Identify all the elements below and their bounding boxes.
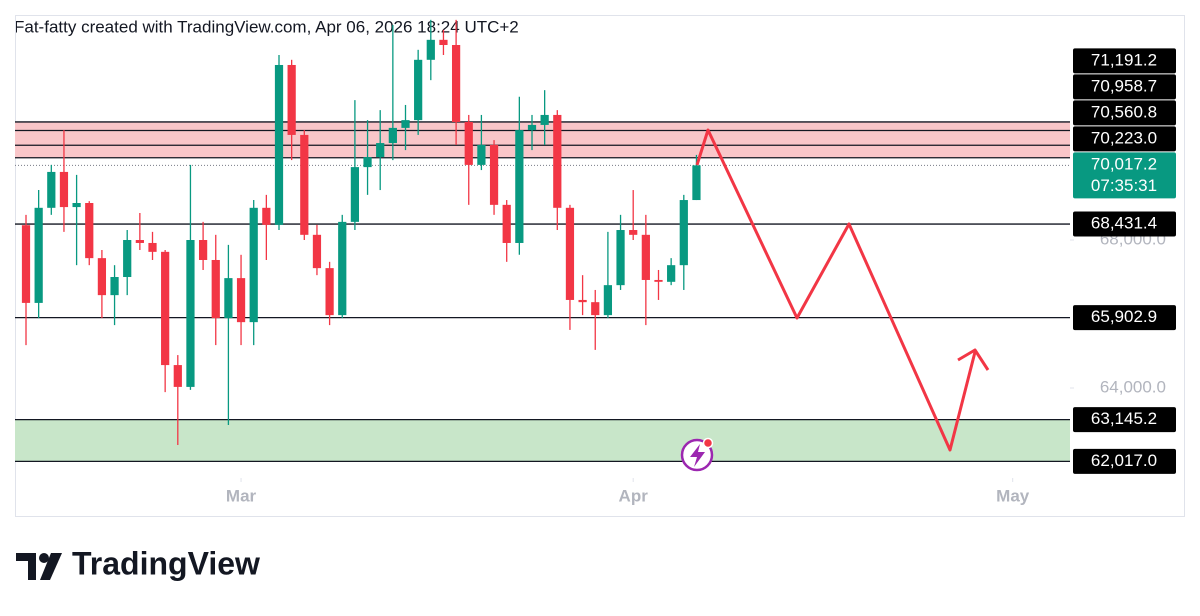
candle-body xyxy=(72,203,81,208)
candle-body xyxy=(274,64,284,225)
candle-body xyxy=(414,59,423,121)
candle-body xyxy=(312,234,322,269)
zone xyxy=(15,419,1070,462)
zone xyxy=(15,121,1070,158)
candle-body xyxy=(565,207,575,300)
candle-body xyxy=(489,144,499,205)
candle-body xyxy=(540,114,549,125)
x-tick-label: Mar xyxy=(226,486,257,505)
level-tag xyxy=(1073,448,1176,474)
candle-body xyxy=(692,165,701,201)
logo-text: TradingView xyxy=(72,545,260,581)
candle-body xyxy=(300,134,309,235)
candle-body xyxy=(401,120,410,128)
candle-body xyxy=(173,365,182,387)
price-tag-label: 65,902.9 xyxy=(1091,307,1157,326)
level-tag xyxy=(1073,48,1176,74)
price-tag-label: 62,017.0 xyxy=(1091,451,1157,470)
price-tag-label: 70,017.2 xyxy=(1091,154,1157,173)
level-tag xyxy=(1073,211,1176,237)
candle-body xyxy=(667,265,676,282)
candle-body xyxy=(21,225,31,303)
chart-frame xyxy=(15,15,1185,517)
x-tick-label: Apr xyxy=(619,486,649,505)
countdown-label: 07:35:31 xyxy=(1091,176,1157,195)
candle-body xyxy=(110,277,119,296)
price-tag-label: 71,191.2 xyxy=(1091,50,1157,69)
candle-body xyxy=(502,204,511,243)
candle-body xyxy=(363,157,372,168)
price-tag-label: 70,958.7 xyxy=(1091,76,1157,95)
last-price-tag xyxy=(1073,152,1176,199)
candle-body xyxy=(34,207,43,303)
candle-body xyxy=(224,278,233,319)
candle-body xyxy=(47,171,56,208)
price-tag-label: 70,223.0 xyxy=(1091,128,1157,147)
candle-body xyxy=(388,127,397,144)
candle-body xyxy=(198,240,208,260)
candle-body xyxy=(338,221,347,316)
projection-arrowhead xyxy=(957,348,990,371)
candle-body xyxy=(641,234,650,280)
candle-body xyxy=(325,268,334,316)
candle-body xyxy=(477,144,486,165)
candle-body xyxy=(654,279,663,282)
candle-body xyxy=(135,240,144,243)
level-tag xyxy=(1073,100,1176,126)
candle-body xyxy=(350,167,360,222)
candle-body xyxy=(515,130,524,243)
candle-body xyxy=(591,302,600,316)
candle-body xyxy=(262,207,271,225)
projection-path xyxy=(695,128,977,452)
candle-body xyxy=(97,258,107,296)
candle-body xyxy=(603,285,613,316)
y-tick-label: 64,000.0 xyxy=(1100,377,1166,396)
lightning-icon[interactable] xyxy=(680,437,714,472)
level-tag xyxy=(1073,126,1176,152)
candle-body xyxy=(464,121,473,165)
candle-body xyxy=(211,259,220,319)
candle-body xyxy=(679,200,688,266)
price-tag-label: 70,560.8 xyxy=(1091,102,1157,121)
candle-body xyxy=(616,230,625,286)
candle-body xyxy=(376,143,385,158)
candle-body xyxy=(85,203,94,259)
candle-body xyxy=(553,114,562,208)
candle-body xyxy=(439,39,448,46)
candle-body xyxy=(249,207,258,323)
candle-body xyxy=(236,278,246,323)
x-tick-label: May xyxy=(996,486,1030,505)
candle-body xyxy=(161,251,170,366)
logo: TradingView xyxy=(16,545,260,581)
candle-body xyxy=(426,39,435,60)
level-tag xyxy=(1073,305,1176,331)
candle-body xyxy=(123,240,132,278)
candle-body xyxy=(629,230,638,235)
level-tag xyxy=(1073,407,1176,433)
candle-body xyxy=(148,242,157,252)
candle-body xyxy=(578,299,587,303)
candle-body xyxy=(186,240,195,387)
price-tag-label: 63,145.2 xyxy=(1091,409,1157,428)
candle-body xyxy=(59,171,69,208)
level-tag xyxy=(1073,74,1176,100)
candle-body xyxy=(527,124,537,131)
candle-body xyxy=(451,45,461,122)
candle-body xyxy=(287,64,296,135)
price-tag-label: 68,431.4 xyxy=(1091,214,1157,233)
